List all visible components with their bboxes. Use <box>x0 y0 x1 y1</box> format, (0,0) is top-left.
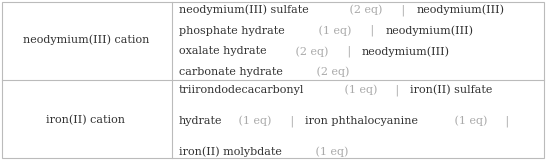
Text: neodymium(III) sulfate: neodymium(III) sulfate <box>179 5 308 15</box>
Text: iron(II) cation: iron(II) cation <box>46 115 126 125</box>
Text: iron(II) sulfate: iron(II) sulfate <box>411 85 493 95</box>
Text: |: | <box>502 115 509 127</box>
Text: (1 eq): (1 eq) <box>235 116 275 126</box>
Text: (1 eq): (1 eq) <box>312 147 348 157</box>
Text: |: | <box>343 46 358 57</box>
Text: |: | <box>398 4 412 16</box>
Text: (2 eq): (2 eq) <box>346 5 386 15</box>
Text: (1 eq): (1 eq) <box>341 85 381 95</box>
Text: iron phthalocyanine: iron phthalocyanine <box>305 116 418 126</box>
Text: |: | <box>392 84 406 96</box>
Text: hydrate: hydrate <box>179 116 222 126</box>
Text: triirondodecacarbonyl: triirondodecacarbonyl <box>179 85 304 95</box>
Text: oxalate hydrate: oxalate hydrate <box>179 46 266 56</box>
Text: (2 eq): (2 eq) <box>292 46 332 57</box>
Text: neodymium(III): neodymium(III) <box>385 25 473 36</box>
Text: (1 eq): (1 eq) <box>316 25 355 36</box>
Text: phosphate hydrate: phosphate hydrate <box>179 26 285 36</box>
Text: |: | <box>287 115 301 127</box>
Text: carbonate hydrate: carbonate hydrate <box>179 67 283 77</box>
Text: neodymium(III): neodymium(III) <box>416 5 504 15</box>
Text: iron(II) molybdate: iron(II) molybdate <box>179 147 282 157</box>
Text: |: | <box>367 25 381 36</box>
Text: neodymium(III) cation: neodymium(III) cation <box>23 35 149 45</box>
Text: neodymium(III): neodymium(III) <box>362 46 450 57</box>
Text: (2 eq): (2 eq) <box>313 67 349 77</box>
Text: (1 eq): (1 eq) <box>450 116 490 126</box>
